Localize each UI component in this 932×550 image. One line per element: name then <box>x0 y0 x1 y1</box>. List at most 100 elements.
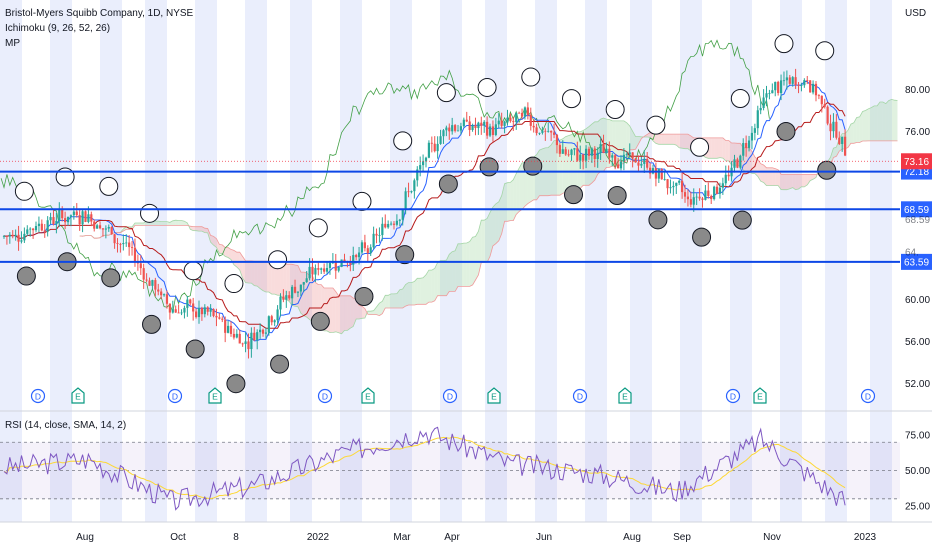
candle[interactable] <box>407 182 410 198</box>
candle[interactable] <box>29 227 32 237</box>
candle[interactable] <box>151 279 154 290</box>
candle[interactable] <box>366 245 369 262</box>
candle[interactable] <box>395 214 398 227</box>
candle[interactable] <box>474 117 477 136</box>
candle[interactable] <box>104 225 107 239</box>
candle[interactable] <box>232 328 236 340</box>
candle[interactable] <box>142 263 145 289</box>
candle[interactable] <box>352 246 355 271</box>
candle[interactable] <box>381 217 384 241</box>
candle[interactable] <box>90 211 93 227</box>
candle[interactable] <box>756 105 759 135</box>
profile-high-circle[interactable] <box>690 137 710 157</box>
candle[interactable] <box>625 151 628 161</box>
candle[interactable] <box>291 284 294 306</box>
candle[interactable] <box>416 166 419 187</box>
candle[interactable] <box>541 126 544 135</box>
candle[interactable] <box>11 230 14 239</box>
candle[interactable] <box>622 148 626 171</box>
candle[interactable] <box>235 329 238 339</box>
candle[interactable] <box>587 146 591 160</box>
candle[interactable] <box>561 140 564 154</box>
candle[interactable] <box>398 218 401 227</box>
candle[interactable] <box>459 122 463 135</box>
candle[interactable] <box>14 229 17 241</box>
candle[interactable] <box>122 234 125 251</box>
candle[interactable] <box>282 289 285 303</box>
candle[interactable] <box>678 179 681 186</box>
candle[interactable] <box>320 267 323 275</box>
profile-high-circle[interactable] <box>774 34 794 54</box>
candle[interactable] <box>745 135 748 157</box>
candle[interactable] <box>98 221 102 230</box>
candle[interactable] <box>378 227 381 243</box>
candle[interactable] <box>605 142 608 154</box>
candle[interactable] <box>704 185 707 201</box>
candle[interactable] <box>221 316 224 323</box>
earnings-marker[interactable]: E <box>487 387 501 404</box>
candle[interactable] <box>454 124 457 133</box>
candle[interactable] <box>116 238 119 253</box>
candle[interactable] <box>180 309 183 316</box>
candle[interactable] <box>130 241 134 256</box>
candle[interactable] <box>832 113 835 138</box>
candle[interactable] <box>107 224 110 232</box>
candle[interactable] <box>762 89 765 111</box>
candle[interactable] <box>715 183 719 195</box>
profile-low-circle[interactable] <box>226 374 246 394</box>
candle[interactable] <box>529 107 532 131</box>
candle[interactable] <box>421 154 425 172</box>
candle[interactable] <box>683 184 687 203</box>
ichimoku-legend[interactable]: Ichimoku (9, 26, 52, 26) <box>5 23 111 34</box>
profile-low-circle[interactable] <box>185 339 205 359</box>
candle[interactable] <box>305 271 308 283</box>
candle[interactable] <box>430 136 433 153</box>
earnings-marker[interactable]: E <box>361 387 375 404</box>
candle[interactable] <box>58 202 61 228</box>
candle[interactable] <box>552 123 556 139</box>
candle[interactable] <box>448 123 451 140</box>
candle[interactable] <box>820 95 823 113</box>
candle[interactable] <box>177 304 180 314</box>
candle[interactable] <box>797 82 800 94</box>
earnings-marker[interactable]: E <box>618 387 632 404</box>
earnings-marker[interactable]: E <box>71 387 85 404</box>
profile-high-circle[interactable] <box>99 176 119 196</box>
candle[interactable] <box>302 281 305 293</box>
candle[interactable] <box>515 112 518 130</box>
candle[interactable] <box>782 71 786 86</box>
candle[interactable] <box>640 156 643 169</box>
candle[interactable] <box>753 123 756 141</box>
candle[interactable] <box>547 122 550 133</box>
level-price-badge[interactable]: 68.59 <box>901 201 932 218</box>
candle[interactable] <box>526 102 529 120</box>
candle[interactable] <box>247 333 250 359</box>
candle[interactable] <box>66 216 70 226</box>
candle[interactable] <box>771 83 774 94</box>
candle[interactable] <box>69 214 73 227</box>
candle[interactable] <box>218 313 221 320</box>
candle[interactable] <box>477 121 480 135</box>
candle[interactable] <box>238 329 241 344</box>
profile-high-circle[interactable] <box>14 181 34 201</box>
profile-low-circle[interactable] <box>479 157 499 177</box>
candle[interactable] <box>692 188 695 212</box>
candle[interactable] <box>317 262 320 276</box>
candle[interactable] <box>119 242 122 253</box>
profile-low-circle[interactable] <box>648 210 668 230</box>
candle[interactable] <box>500 112 503 129</box>
candle[interactable] <box>194 308 198 319</box>
profile-low-circle[interactable] <box>395 245 415 265</box>
candle[interactable] <box>96 223 99 229</box>
candle[interactable] <box>419 156 422 177</box>
candle[interactable] <box>125 234 128 247</box>
earnings-marker[interactable]: E <box>208 387 222 404</box>
candle[interactable] <box>599 136 602 160</box>
profile-high-circle[interactable] <box>436 83 456 103</box>
candle[interactable] <box>296 291 300 298</box>
candle[interactable] <box>646 152 649 170</box>
candle[interactable] <box>451 117 454 135</box>
candle[interactable] <box>78 208 81 231</box>
candle[interactable] <box>23 227 26 243</box>
mp-legend[interactable]: MP <box>5 38 20 49</box>
